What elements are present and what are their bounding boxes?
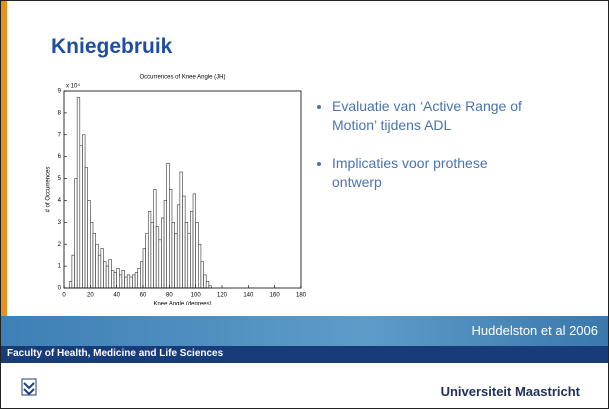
bullet: Implicaties voor prothese ontwerp [332, 154, 522, 192]
x-tick-label: 160 [270, 293, 281, 299]
bar [193, 194, 196, 288]
x-tick-label: 40 [113, 293, 120, 299]
y-tick-label: 7 [58, 132, 62, 138]
bar [177, 205, 180, 288]
bar [125, 277, 128, 288]
bar [169, 190, 172, 289]
bar [159, 240, 162, 288]
bar [109, 260, 112, 288]
x-tick-label: 60 [140, 293, 147, 299]
bar [156, 227, 159, 288]
bar [146, 233, 149, 288]
bar [72, 255, 75, 288]
bar [140, 262, 143, 288]
bar [161, 218, 164, 288]
bar [106, 266, 109, 288]
faculty-bar: Faculty of Health, Medicine and Life Sci… [1, 346, 608, 363]
y-tick-label: 6 [58, 154, 62, 160]
y-axis-label: # of Occurrences [46, 167, 52, 213]
bullet-list: Evaluatie van ‘Active Range of Motion’ t… [316, 97, 522, 211]
x-tick-label: 120 [217, 293, 228, 299]
banner: Huddelston et al 2006 [1, 316, 608, 346]
bar [175, 233, 178, 288]
bar [148, 211, 151, 288]
y-tick-label: 2 [58, 242, 62, 248]
y-tick-label: 3 [58, 220, 62, 226]
chart-title: Occurrences of Knee Angle (JH) [139, 75, 225, 81]
faculty: Faculty of Health, Medicine and Life Sci… [7, 348, 223, 359]
bar [85, 168, 88, 288]
bar [135, 273, 138, 288]
y-multiplier: x 10⁴ [66, 83, 80, 90]
bar [201, 262, 204, 288]
bar [90, 222, 93, 288]
bar [104, 262, 107, 288]
bar [154, 190, 157, 289]
bar [196, 222, 199, 288]
bar [143, 249, 146, 288]
bar [151, 222, 154, 288]
y-tick-label: 4 [58, 198, 62, 204]
bar [183, 196, 186, 288]
bar [188, 233, 191, 288]
bar [96, 244, 99, 288]
bar [164, 200, 167, 288]
accent-strip [1, 1, 7, 317]
bar [130, 277, 133, 288]
y-tick-label: 9 [58, 89, 62, 95]
reference: Huddelston et al 2006 [472, 323, 598, 338]
bar [119, 275, 122, 288]
bar [82, 135, 85, 288]
bar [69, 281, 72, 288]
bar [122, 270, 125, 288]
slide: Kniegebruik Occurrences of Knee Angle (J… [0, 0, 609, 409]
bar [185, 222, 188, 288]
bar [198, 244, 201, 288]
bar [167, 163, 170, 288]
y-tick-label: 1 [58, 264, 62, 270]
x-tick-label: 180 [296, 293, 307, 299]
x-tick-label: 20 [87, 293, 94, 299]
bar [80, 146, 83, 288]
bar [132, 275, 135, 288]
bar [75, 179, 78, 288]
y-tick-label: 8 [58, 110, 62, 116]
bar [204, 275, 207, 288]
y-tick-label: 5 [58, 176, 62, 182]
slide-title: Kniegebruik [51, 35, 172, 59]
bar [111, 270, 114, 288]
logo [21, 378, 37, 396]
bar [117, 268, 120, 288]
x-tick-label: 80 [166, 293, 173, 299]
bar [127, 275, 130, 288]
chart: Occurrences of Knee Angle (JH) x 10⁴ Knee … [31, 65, 316, 305]
bar [114, 273, 117, 288]
university: Universiteit Maastricht [441, 384, 580, 399]
bar [172, 222, 175, 288]
x-tick-label: 100 [191, 293, 202, 299]
bar [98, 255, 101, 288]
bar [101, 249, 104, 288]
bar [88, 200, 91, 288]
x-tick-label: 0 [62, 293, 66, 299]
bar [77, 98, 80, 288]
x-axis-label: Knee Angle (degrees) [153, 302, 211, 305]
bar [190, 211, 193, 288]
bar [206, 281, 209, 288]
x-tick-label: 140 [243, 293, 254, 299]
bar [138, 268, 141, 288]
bar [93, 233, 96, 288]
y-tick-label: 0 [58, 286, 62, 292]
bar [180, 172, 183, 288]
bullet: Evaluatie van ‘Active Range of Motion’ t… [332, 97, 522, 135]
